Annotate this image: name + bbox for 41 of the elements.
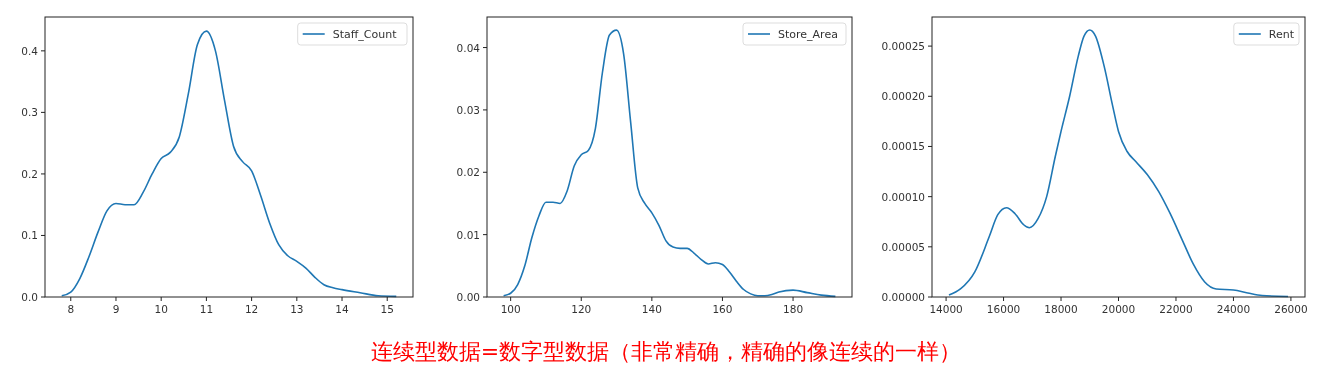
y-tick-label: 0.00025 — [881, 40, 925, 53]
y-tick-label: 0.1 — [21, 229, 38, 242]
x-tick-label: 9 — [112, 303, 120, 315]
y-tick-label: 0.01 — [456, 228, 480, 241]
y-tick-label: 0.3 — [21, 106, 38, 119]
y-tick-label: 0.04 — [456, 41, 481, 54]
x-tick-label: 20000 — [1101, 303, 1136, 315]
y-tick-label: 0.0 — [21, 291, 38, 303]
x-tick-label: 8 — [67, 303, 75, 315]
y-tick-label: 0.00010 — [881, 190, 925, 203]
x-tick-label: 22000 — [1159, 303, 1193, 315]
legend-label: Store_Area — [778, 28, 838, 41]
y-tick-label: 0.00 — [456, 291, 480, 303]
y-tick-label: 0.00000 — [881, 291, 925, 303]
y-tick-label: 0.00015 — [881, 140, 925, 153]
y-tick-label: 0.00005 — [881, 240, 925, 253]
x-tick-label: 24000 — [1216, 303, 1251, 315]
y-tick-label: 0.2 — [21, 167, 38, 180]
x-tick-label: 13 — [290, 303, 304, 315]
x-tick-label: 16000 — [986, 303, 1021, 315]
x-tick-label: 14 — [335, 303, 350, 315]
x-tick-label: 11 — [199, 303, 214, 315]
y-tick-label: 0.4 — [21, 44, 39, 57]
x-tick-label: 15 — [380, 303, 394, 315]
y-tick-label: 0.00020 — [881, 90, 925, 103]
x-tick-label: 26000 — [1274, 303, 1308, 315]
x-tick-label: 14000 — [929, 303, 963, 315]
x-tick-label: 10 — [154, 303, 168, 315]
x-tick-label: 12 — [244, 303, 259, 315]
x-tick-label: 100 — [500, 303, 521, 315]
line-series — [502, 29, 837, 298]
x-tick-label: 120 — [571, 303, 592, 315]
y-tick-label: 0.02 — [456, 166, 480, 179]
y-tick-label: 0.03 — [456, 103, 480, 116]
legend-label: Rent — [1268, 28, 1295, 41]
text: 连续型数据=数字型数据（非常精确，精确的像连续的一样） — [370, 339, 962, 364]
legend-label: Staff_Count — [332, 28, 398, 41]
x-tick-label: 160 — [712, 303, 733, 315]
x-tick-label: 18000 — [1044, 303, 1078, 315]
x-tick-label: 180 — [783, 303, 804, 315]
x-tick-label: 140 — [641, 303, 662, 315]
